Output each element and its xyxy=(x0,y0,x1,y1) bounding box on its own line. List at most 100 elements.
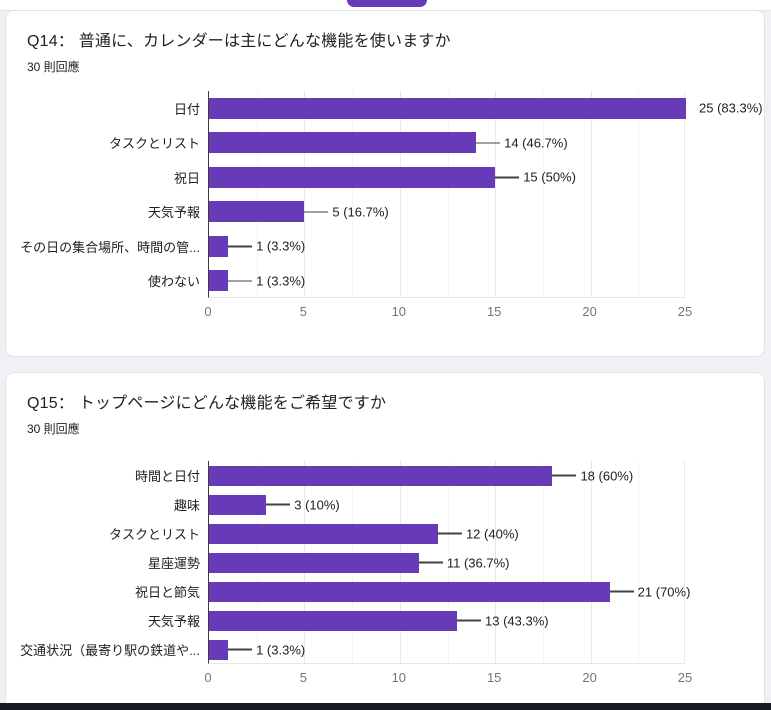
leader-line xyxy=(552,474,577,477)
gridline xyxy=(256,91,258,297)
x-tick-label: 25 xyxy=(677,304,693,319)
gridline xyxy=(447,461,449,663)
gridline xyxy=(590,91,592,297)
category-label: その日の集合場所、時間の管... xyxy=(20,239,200,255)
bar xyxy=(209,166,496,188)
value-label-text: 25 (83.3%) xyxy=(699,100,763,116)
x-tick-label: 10 xyxy=(391,304,407,319)
category-label: 祝日と節気 xyxy=(134,585,200,600)
x-tick-label: 10 xyxy=(391,670,407,685)
value-label-text: 5 (16.7%) xyxy=(332,204,389,220)
gridline xyxy=(495,91,497,297)
question-card-q15: Q15： トップページにどんな機能をご希望ですか 30 則回應 18 (60%)… xyxy=(5,372,765,710)
category-label: 天気予報 xyxy=(147,205,200,221)
bar xyxy=(209,552,419,573)
value-label: 21 (70%) xyxy=(609,584,691,599)
x-tick-label: 0 xyxy=(204,670,212,685)
plot-area: 18 (60%) 3 (10%) 12 (40%) 11 (36.7%) 21 (70%… xyxy=(208,461,690,664)
bar xyxy=(209,201,305,223)
value-label-text: 1 (3.3%) xyxy=(256,642,306,657)
value-label-text: 3 (10%) xyxy=(294,497,340,512)
value-label: 15 (50%) xyxy=(495,170,576,185)
leader-line xyxy=(228,280,253,282)
x-tick-label: 25 xyxy=(677,670,693,685)
x-tick-label: 20 xyxy=(582,670,597,685)
category-label: 趣味 xyxy=(173,498,200,513)
leader-line xyxy=(228,648,253,651)
bar xyxy=(209,465,553,486)
gridline xyxy=(542,461,544,663)
window-bottom-edge xyxy=(0,703,771,710)
bar xyxy=(209,235,229,257)
category-label: 星座運勢 xyxy=(147,556,200,571)
value-label-text: 1 (3.3%) xyxy=(256,238,306,254)
gridline xyxy=(399,91,401,297)
value-label: 1 (3.3%) xyxy=(228,273,305,288)
response-count: 30 則回應 xyxy=(27,60,80,74)
bar xyxy=(209,581,610,602)
value-label-text: 15 (50%) xyxy=(523,169,576,185)
leader-line xyxy=(266,503,291,506)
bar-chart-q15: 18 (60%) 3 (10%) 12 (40%) 11 (36.7%) 21 (70%… xyxy=(6,373,764,709)
leader-line xyxy=(476,142,501,144)
category-label: 祝日 xyxy=(173,170,200,186)
gridline xyxy=(447,91,449,297)
value-label: 11 (36.7%) xyxy=(418,555,510,570)
value-label: 14 (46.7%) xyxy=(476,135,568,150)
leader-line xyxy=(609,590,634,593)
active-tab-indicator xyxy=(347,0,427,7)
category-label: 使わない xyxy=(147,274,200,290)
gridline xyxy=(542,91,544,297)
leader-line xyxy=(457,619,482,622)
category-label: 時間と日付 xyxy=(134,469,200,484)
gridline xyxy=(495,461,497,663)
bar xyxy=(209,523,438,544)
value-label: 5 (16.7%) xyxy=(304,204,389,220)
leader-line xyxy=(228,245,253,247)
bar xyxy=(209,97,686,119)
gridline xyxy=(352,91,354,297)
x-tick-label: 5 xyxy=(299,304,308,319)
gridline xyxy=(304,91,306,297)
value-label-text: 14 (46.7%) xyxy=(504,135,568,151)
question-title: Q14： 普通に、カレンダーは主にどんな機能を使いますか xyxy=(27,33,451,50)
bar xyxy=(209,494,267,515)
value-label: 12 (40%) xyxy=(437,526,519,541)
gridline xyxy=(590,461,592,663)
question-card-q14: Q14： 普通に、カレンダーは主にどんな機能を使いますか 30 則回應 25 (… xyxy=(5,10,765,357)
bar xyxy=(209,610,458,631)
x-tick-label: 15 xyxy=(486,670,502,685)
value-label-text: 18 (60%) xyxy=(580,468,634,483)
response-count: 30 則回應 xyxy=(27,422,80,436)
question-title: Q15： トップページにどんな機能をご希望ですか xyxy=(27,395,387,412)
bar xyxy=(209,270,229,292)
category-label: タスクとリスト xyxy=(108,527,200,542)
x-tick-label: 15 xyxy=(486,304,502,319)
value-label-text: 21 (70%) xyxy=(637,584,691,599)
category-label: 日付 xyxy=(173,101,200,117)
value-label: 13 (43.3%) xyxy=(457,613,549,628)
value-label: 1 (3.3%) xyxy=(228,642,305,657)
value-label-text: 12 (40%) xyxy=(465,526,519,541)
category-label: 交通状況（最寄り駅の鉄道や... xyxy=(20,643,200,658)
x-tick-label: 0 xyxy=(204,304,212,319)
value-label: 3 (10%) xyxy=(266,497,340,512)
gridline xyxy=(638,91,640,297)
value-label-text: 1 (3.3%) xyxy=(256,273,306,289)
bar xyxy=(209,132,477,154)
value-label: 18 (60%) xyxy=(552,468,633,483)
bar-chart-q14: 25 (83.3%) 14 (46.7%) 15 (50%) 5 (16.7%) 1 (… xyxy=(6,11,764,356)
leader-line xyxy=(495,176,520,178)
gridline xyxy=(638,461,640,663)
x-tick-label: 20 xyxy=(582,304,597,319)
leader-line xyxy=(418,561,443,564)
plot-area: 25 (83.3%) 14 (46.7%) 15 (50%) 5 (16.7%) 1 (… xyxy=(208,91,763,298)
category-label: 天気予報 xyxy=(147,614,200,629)
category-label: タスクとリスト xyxy=(108,136,200,152)
bar xyxy=(209,639,229,660)
value-label: 1 (3.3%) xyxy=(228,239,305,254)
value-label-text: 11 (36.7%) xyxy=(446,555,510,570)
value-label-text: 13 (43.3%) xyxy=(485,613,549,628)
value-label: 25 (83.3%) xyxy=(686,101,763,116)
